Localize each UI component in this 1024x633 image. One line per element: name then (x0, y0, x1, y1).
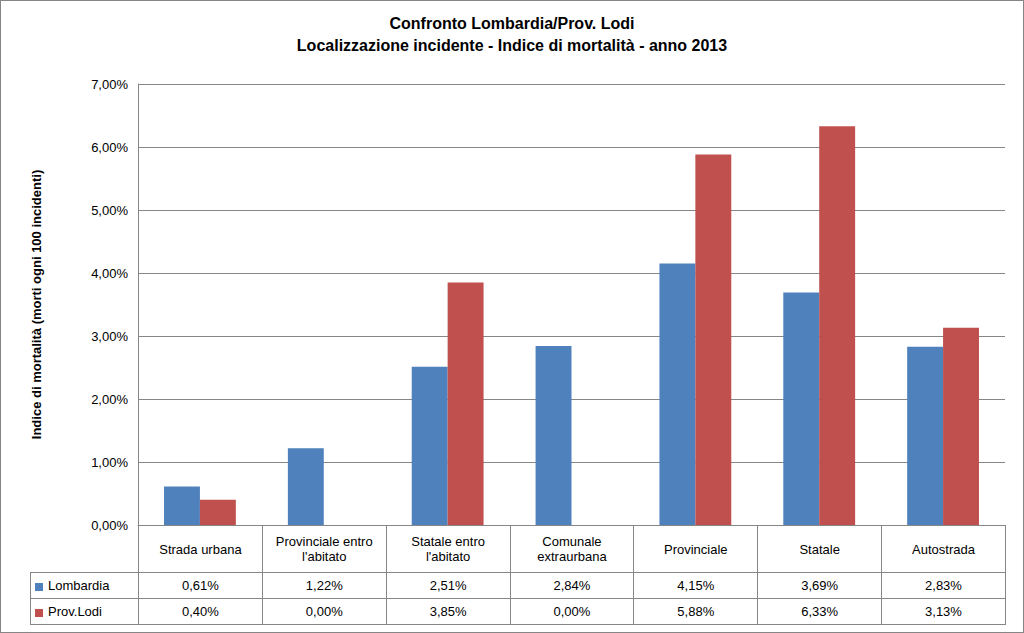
svg-text:3,00%: 3,00% (91, 329, 128, 344)
html-text:2,83%: 2,83% (925, 578, 962, 593)
svg-text:Confronto Lombardia/Prov. Lodi: Confronto Lombardia/Prov. Lodi (389, 15, 634, 32)
html-text:0,61%: 0,61% (182, 578, 219, 593)
svg-text:0,00%: 0,00% (91, 517, 128, 533)
html-text:Statale: Statale (799, 541, 840, 557)
svg-text:4,00%: 4,00% (91, 266, 128, 281)
html-text:2,84%: 2,84% (553, 578, 591, 593)
svg-text:1,00%: 1,00% (91, 455, 128, 470)
svg-text:5,00%: 5,00% (91, 203, 128, 218)
svg-text:7,00%: 7,00% (91, 77, 128, 92)
html-text:6,33%: 6,33% (801, 604, 839, 619)
html-text:Prov.Lodi: Prov.Lodi (48, 604, 102, 619)
html-text:3,69%: 3,69% (801, 578, 839, 593)
html-text:4,15%: 4,15% (677, 578, 715, 593)
html-text:5,88%: 5,88% (677, 604, 715, 619)
html-text:Strada urbana: Strada urbana (159, 541, 242, 557)
html-text:3,85%: 3,85% (429, 604, 467, 619)
svg-text:Indice di mortalità (morti ogn: Indice di mortalità (morti ogni 100 inci… (29, 170, 44, 439)
html-text:0,40%: 0,40% (182, 604, 219, 619)
html-text:0,00%: 0,00% (553, 604, 591, 619)
svg-text:2,00%: 2,00% (91, 392, 128, 407)
html-text:0,00%: 0,00% (305, 604, 343, 619)
html-text:1,22%: 1,22% (305, 578, 343, 593)
html-text:Lombardia: Lombardia (48, 578, 110, 593)
html-text:Provinciale: Provinciale (664, 541, 728, 557)
html-text:Autostrada: Autostrada (912, 541, 975, 557)
html-text:2,51%: 2,51% (429, 578, 467, 593)
svg-text:6,00%: 6,00% (91, 140, 128, 155)
svg-text:Localizzazione incidente - Ind: Localizzazione incidente - Indice di mor… (297, 37, 727, 54)
html-text:Statale entro l'abitato: Statale entro l'abitato (411, 534, 485, 564)
html-text:Provinciale entro l'abitato: Provinciale entro l'abitato (275, 534, 373, 564)
html-text:3,13%: 3,13% (925, 604, 962, 619)
html-text:Comunale extraurbana: Comunale extraurbana (537, 534, 607, 564)
